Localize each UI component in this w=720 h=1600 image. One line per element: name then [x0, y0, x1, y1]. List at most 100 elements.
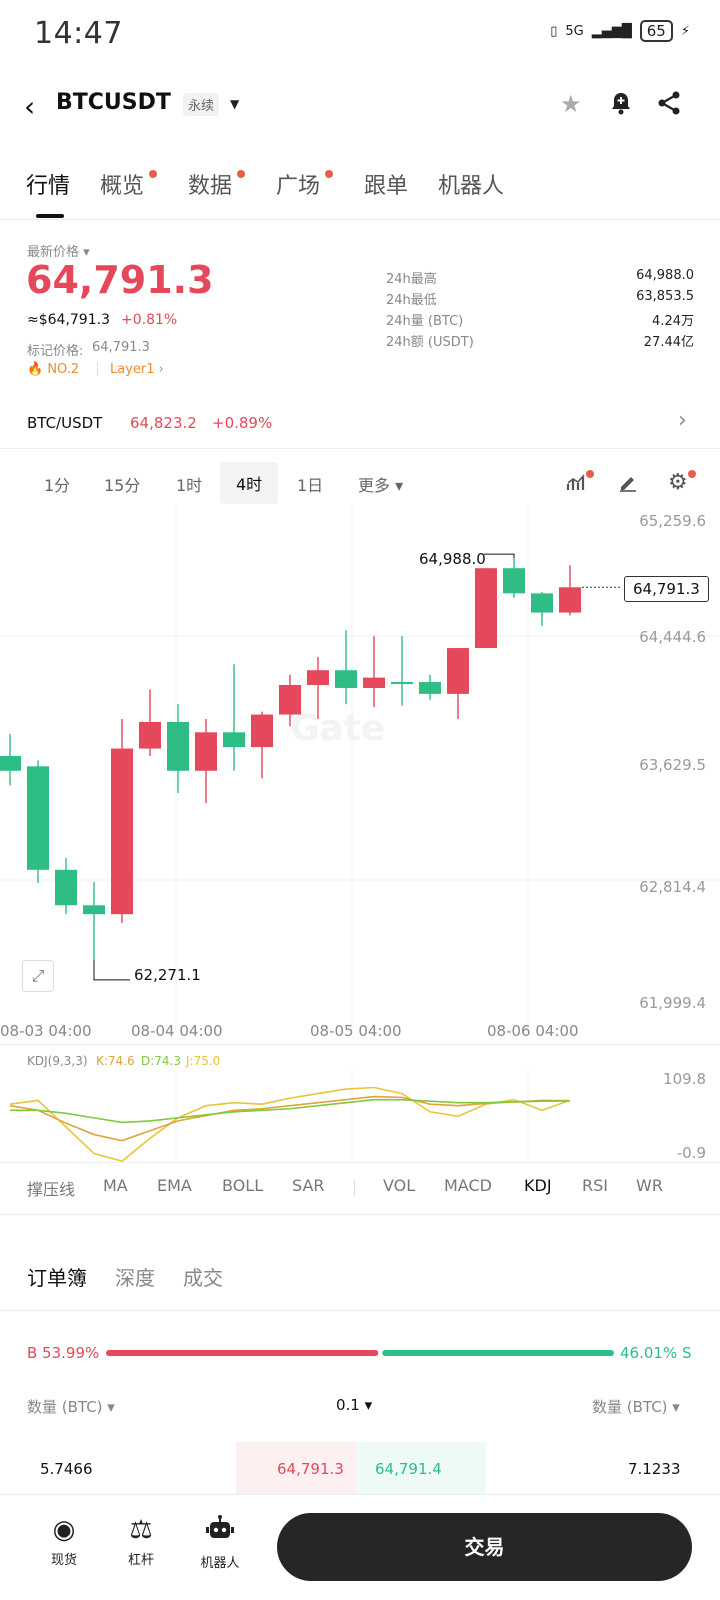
step-select[interactable]: 0.1 ▾: [336, 1396, 373, 1414]
spot-chevron-icon[interactable]: ›: [678, 408, 687, 433]
sell-ratio-label: 46.01% S: [620, 1344, 692, 1362]
ask-depth-bar: [356, 1442, 486, 1494]
divider-kdj: [0, 1044, 720, 1045]
pair-title[interactable]: BTCUSDT: [56, 90, 171, 115]
y-tick-3: 62,814.4: [639, 878, 706, 896]
trade-button[interactable]: 交易: [277, 1513, 692, 1581]
spot-pair[interactable]: BTC/USDT: [27, 414, 103, 432]
divider-ind-bottom: [0, 1214, 720, 1215]
bottom-bar: ◉ 现货 ⚖ 杠杆 机器人 交易: [0, 1494, 720, 1600]
gear-dot: [688, 470, 696, 478]
qty-right-header[interactable]: 数量 (BTC) ▾: [592, 1398, 680, 1416]
kdj-bottom: -0.9: [676, 1144, 706, 1162]
layer-tag[interactable]: Layer1 ›: [110, 362, 164, 377]
tf-4h[interactable]: 4时: [220, 462, 279, 504]
nav-leverage[interactable]: ⚖ 杠杆: [109, 1515, 173, 1568]
bid-depth-bar: [236, 1442, 356, 1494]
nav-bot[interactable]: 机器人: [188, 1515, 252, 1571]
x-tick-2: 08-05 04:00: [310, 1022, 402, 1040]
bell-plus-icon[interactable]: [608, 90, 634, 122]
nav-spot[interactable]: ◉ 现货: [32, 1515, 96, 1568]
signal-icon: ▂▄▆█: [591, 23, 632, 39]
kdj-d: D:74.3: [141, 1054, 182, 1068]
tab-market[interactable]: 行情: [26, 174, 71, 199]
ob-tab-orderbook[interactable]: 订单簿: [27, 1266, 87, 1290]
tab-data[interactable]: 数据: [188, 174, 233, 199]
low-label: 62,271.1: [134, 966, 201, 984]
candle-body-18: [503, 568, 525, 594]
vibrate-icon: ▯: [550, 23, 558, 39]
stat-turnover: 24h额 (USDT) 27.44亿: [386, 335, 694, 350]
divider-1: [0, 448, 720, 449]
ind-wr[interactable]: WR: [636, 1176, 663, 1195]
ob-tab-trades[interactable]: 成交: [183, 1266, 223, 1290]
candle-body-0: [0, 755, 21, 771]
bid-qty: 5.7466: [40, 1460, 93, 1478]
tab-data-dot: [237, 170, 245, 178]
tf-more[interactable]: 更多 ▾: [358, 476, 404, 495]
stat-low: 24h最低 63,853.5: [386, 289, 694, 308]
bid-price[interactable]: 64,791.3: [277, 1460, 344, 1478]
qty-left-header[interactable]: 数量 (BTC) ▾: [27, 1398, 115, 1416]
ind-macd[interactable]: MACD: [444, 1176, 492, 1195]
flame-icon: 🔥: [27, 362, 44, 377]
last-price-label[interactable]: 最新价格 ▾: [27, 245, 90, 260]
caret-down-icon[interactable]: ▼: [230, 97, 240, 111]
ind-vol[interactable]: VOL: [383, 1176, 416, 1195]
kdj-d-line: [10, 1098, 571, 1124]
contract-tag[interactable]: 永续: [183, 93, 220, 116]
candle-body-2: [55, 869, 77, 906]
divider-ob: [0, 1310, 720, 1311]
buy-ratio-label: B 53.99%: [27, 1344, 100, 1362]
candle-body-1: [27, 766, 49, 870]
ind-support[interactable]: 撑压线: [27, 1180, 76, 1199]
y-tick-4: 61,999.4: [639, 994, 706, 1012]
candle-body-4: [111, 748, 133, 915]
tf-1m[interactable]: 1分: [44, 476, 71, 495]
rank-badge[interactable]: 🔥 NO.2: [27, 362, 80, 377]
indicator-chart-icon[interactable]: [566, 472, 588, 496]
x-tick-0: 08-03 04:00: [0, 1022, 92, 1040]
expand-icon[interactable]: ⤢: [22, 960, 54, 992]
candle-body-17: [475, 568, 497, 649]
tf-1h[interactable]: 1时: [176, 476, 203, 495]
ind-sar[interactable]: SAR: [292, 1176, 325, 1195]
candle-body-16: [447, 648, 469, 694]
ind-divider: [354, 1180, 355, 1196]
spot-change: +0.89%: [212, 414, 273, 432]
x-tick-1: 08-04 04:00: [131, 1022, 223, 1040]
gear-icon[interactable]: ⚙: [668, 470, 688, 495]
high-label: 64,988.0: [419, 550, 486, 568]
candle-body-5: [139, 721, 161, 749]
candle-body-15: [419, 682, 441, 694]
tf-1d[interactable]: 1日: [297, 476, 324, 495]
chevron-right-icon: ›: [158, 362, 164, 377]
tab-square[interactable]: 广场: [276, 174, 321, 199]
candle-body-7: [195, 732, 217, 771]
spot-icon: ◉: [52, 1515, 76, 1545]
ind-boll[interactable]: BOLL: [222, 1176, 264, 1195]
network-label: 5G: [565, 23, 584, 39]
star-icon[interactable]: ★: [560, 90, 582, 118]
ind-kdj[interactable]: KDJ: [524, 1176, 552, 1195]
candle-body-9: [251, 714, 273, 748]
share-icon[interactable]: [656, 90, 682, 122]
ob-tab-depth[interactable]: 深度: [115, 1266, 155, 1290]
y-tick-2: 63,629.5: [639, 756, 706, 774]
y-tick-1: 64,444.6: [639, 628, 706, 646]
candle-body-14: [391, 682, 413, 685]
ind-ma[interactable]: MA: [103, 1176, 128, 1195]
tab-overview[interactable]: 概览: [100, 174, 145, 199]
ask-price[interactable]: 64,791.4: [375, 1460, 442, 1478]
kdj-j: J:75.0: [186, 1054, 221, 1068]
candle-chart[interactable]: Gate: [0, 506, 720, 1030]
kdj-k: K:74.6: [96, 1054, 135, 1068]
ind-ema[interactable]: EMA: [157, 1176, 192, 1195]
chevron-left-icon[interactable]: ‹: [24, 90, 36, 123]
pencil-icon[interactable]: [618, 472, 638, 496]
tab-copy-trade[interactable]: 跟单: [364, 174, 409, 199]
tab-bot[interactable]: 机器人: [438, 174, 505, 199]
tf-15m[interactable]: 15分: [104, 476, 141, 495]
ind-rsi[interactable]: RSI: [582, 1176, 608, 1195]
candle-body-3: [83, 905, 105, 915]
